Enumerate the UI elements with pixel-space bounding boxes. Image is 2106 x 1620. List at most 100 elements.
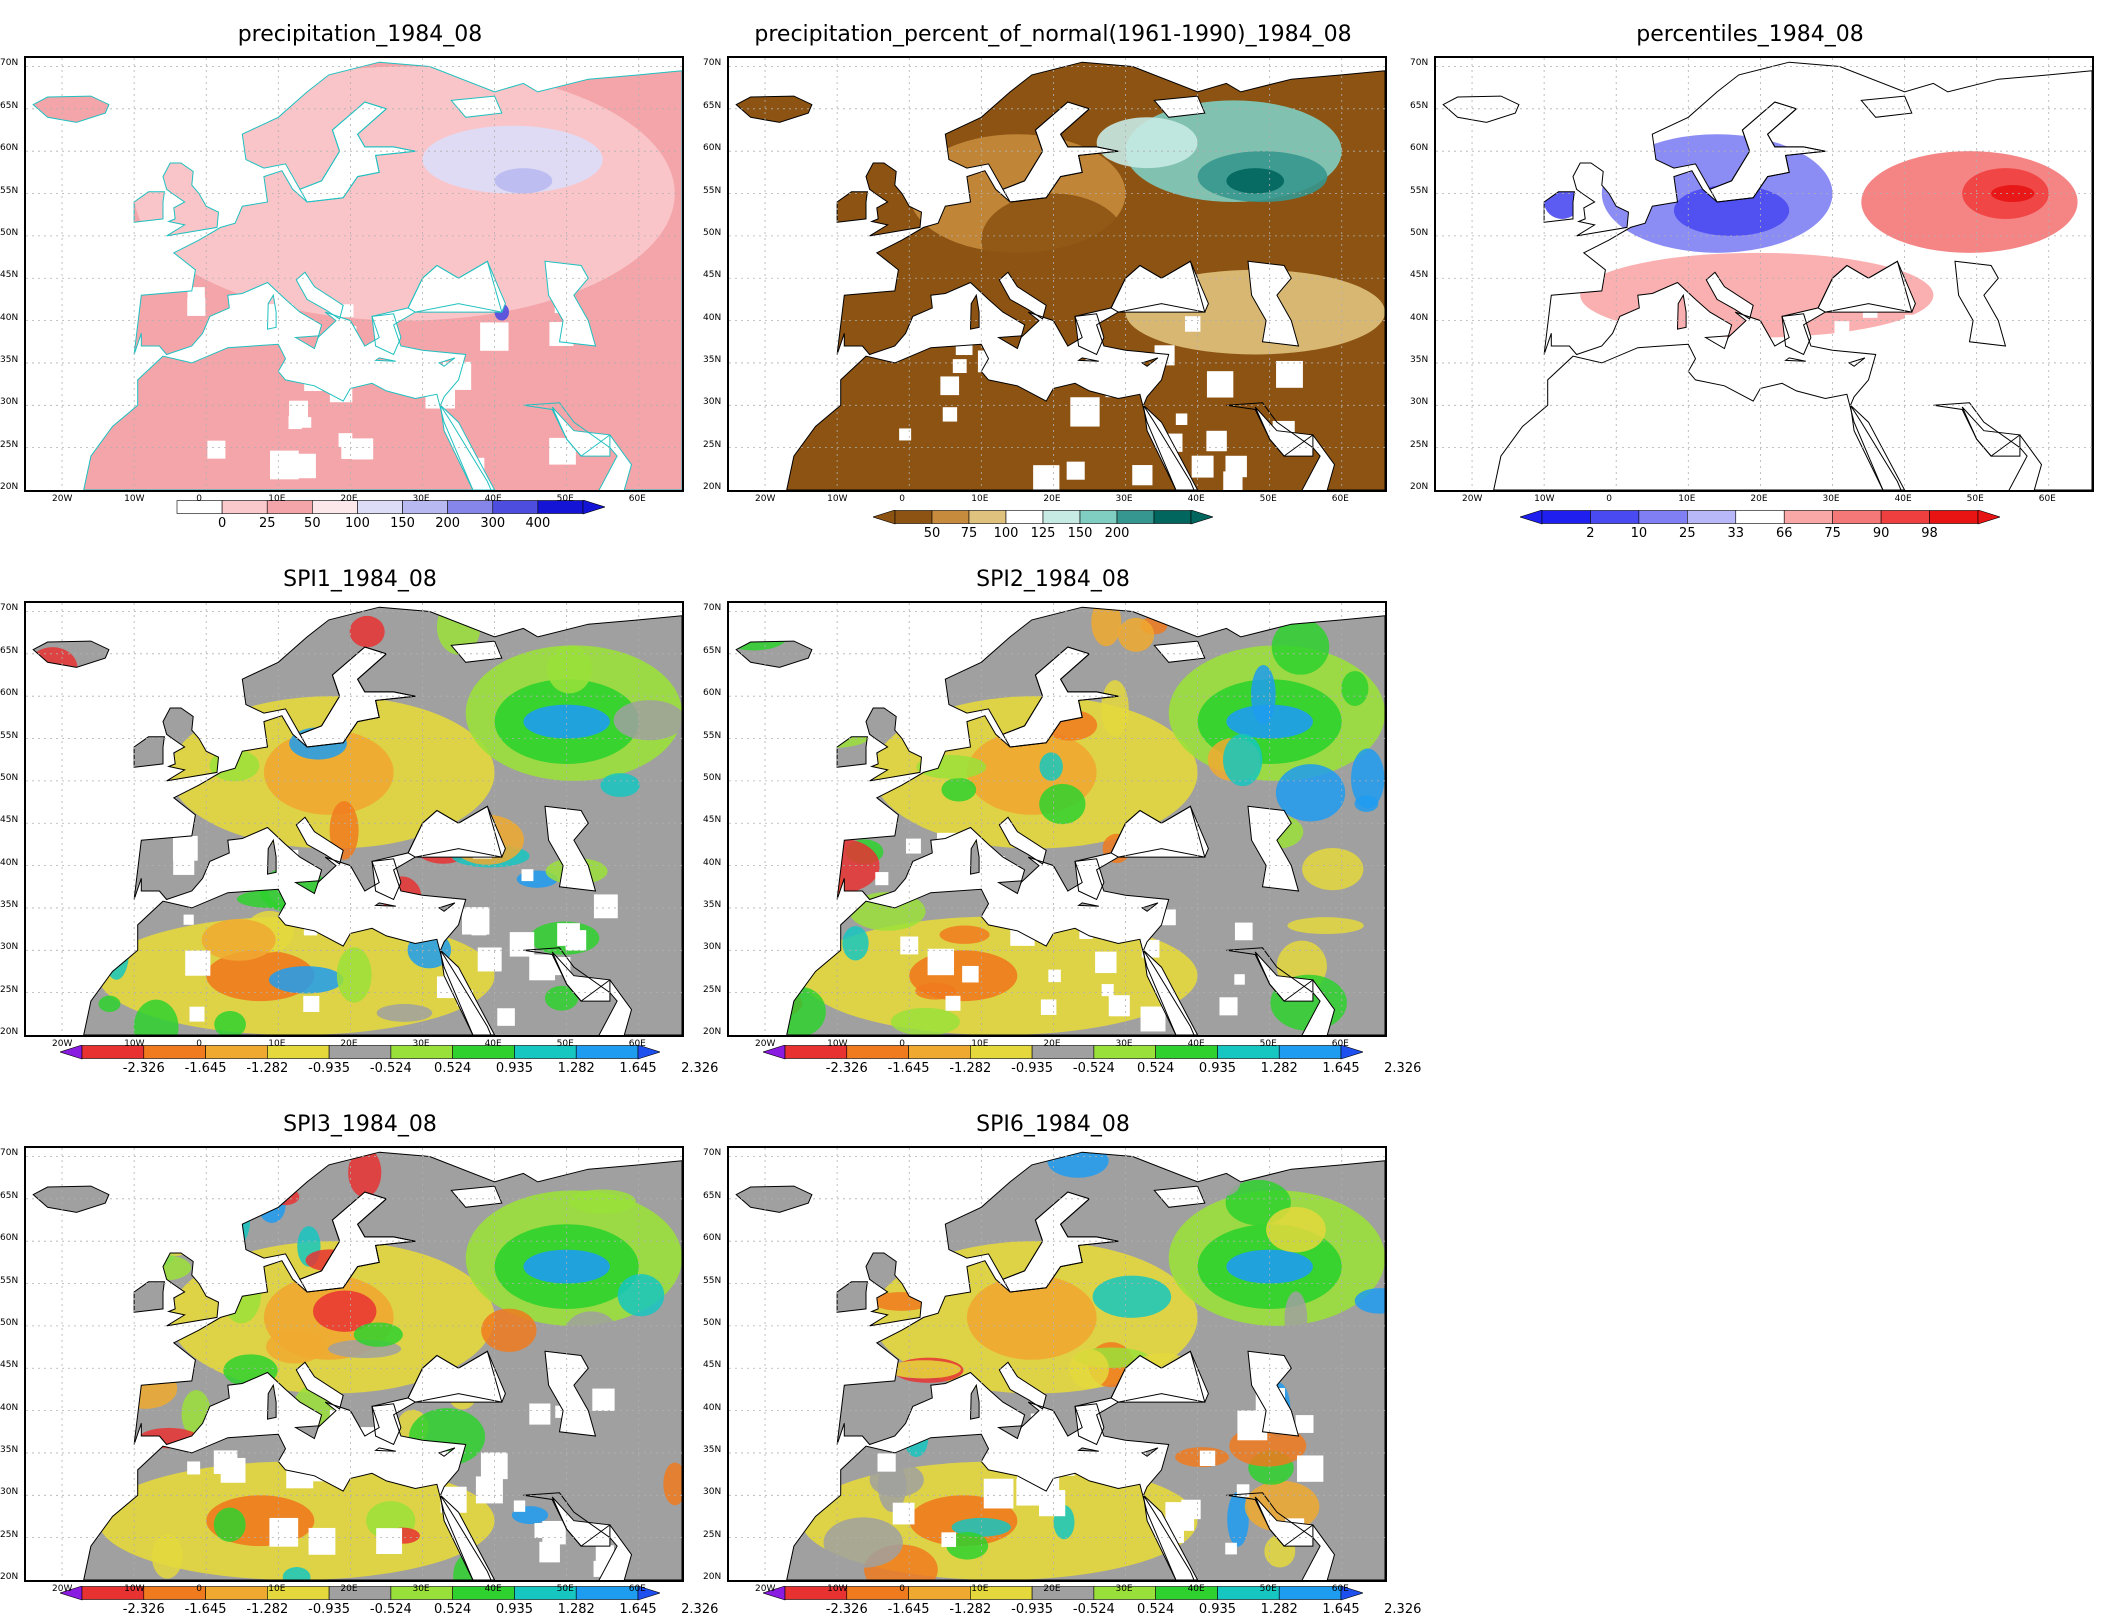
lon-tick-label: 30E — [412, 1039, 430, 1049]
missing-data-cell — [220, 1457, 246, 1483]
colorbar-segment — [1079, 510, 1118, 524]
lon-tick-label: 60E — [1331, 1584, 1349, 1594]
panel-title: SPI2_1984_08 — [976, 567, 1130, 592]
colorbar-label: 10 — [1630, 526, 1648, 541]
colorbar-label: -0.935 — [1011, 1602, 1054, 1617]
panel-title: SPI3_1984_08 — [283, 1112, 437, 1137]
coastline — [1074, 313, 1105, 356]
colorbar-svg — [60, 1045, 660, 1060]
coastline — [162, 1252, 220, 1327]
lat-tick-label: 40N — [703, 857, 722, 868]
colorbar-segment — [1783, 510, 1833, 524]
missing-data-cell — [1175, 413, 1188, 425]
water-body — [1154, 1186, 1205, 1208]
lon-tick-label: 10E — [268, 494, 286, 504]
colorbar-label: 1.282 — [1260, 1061, 1298, 1076]
colorbar-segment — [1687, 510, 1737, 524]
missing-data-cell — [945, 995, 961, 1011]
coastline — [299, 1191, 416, 1293]
water-body — [999, 817, 1047, 864]
missing-data-cell — [1911, 398, 1935, 422]
lat-tick-label: 70N — [1410, 58, 1429, 69]
value-region — [268, 966, 344, 994]
coastline — [1142, 403, 1199, 490]
value-region — [823, 1517, 903, 1568]
missing-data-cell — [189, 1006, 205, 1022]
lon-tick-label: 20W — [755, 1584, 776, 1594]
lat-tick-label: 40N — [703, 1402, 722, 1413]
missing-data-cell — [1184, 316, 1201, 332]
missing-data-cell — [1066, 461, 1085, 480]
colorbar-label: 1.645 — [1322, 1061, 1360, 1076]
colorbar-underflow-arrow — [873, 510, 896, 525]
value-region — [890, 1007, 960, 1035]
lon-tick-label: 50E — [1966, 494, 1984, 504]
lon-tick-label: 30E — [1115, 1039, 1133, 1049]
lat-tick-label: 20N — [0, 482, 19, 492]
value-region — [266, 1329, 325, 1364]
colorbar-label: -0.935 — [1011, 1061, 1054, 1076]
colorbar-label: 100 — [993, 526, 1019, 541]
colorbar-label: 1.282 — [1260, 1602, 1298, 1617]
lon-tick-label: 40E — [484, 494, 502, 504]
coastline — [544, 1350, 597, 1437]
missing-data-cell — [1033, 465, 1060, 490]
coastline — [374, 357, 396, 362]
lon-tick-label: 60E — [1331, 494, 1349, 504]
missing-data-cell — [1206, 371, 1234, 398]
lat-tick-label: 50N — [703, 772, 722, 783]
water-body — [1706, 272, 1754, 319]
value-region — [977, 663, 1047, 694]
lat-tick-label: 20N — [703, 482, 722, 492]
lat-tick-label: 65N — [703, 100, 722, 111]
coastline — [1247, 1350, 1300, 1437]
colorbar-label: -0.935 — [308, 1061, 351, 1076]
missing-data-cell — [1622, 409, 1635, 423]
value-region — [494, 168, 553, 194]
colorbar-label: 400 — [525, 516, 551, 531]
colorbar-label: 2.326 — [681, 1602, 719, 1617]
colorbar-underflow-arrow — [1520, 510, 1543, 525]
lat-tick-label: 60N — [1410, 143, 1429, 154]
coastline — [1572, 162, 1630, 237]
colorbar-label: -2.326 — [825, 1061, 868, 1076]
colorbar-label: -2.326 — [122, 1602, 165, 1617]
coastline — [969, 293, 980, 330]
water-body — [299, 647, 416, 747]
missing-data-cell — [497, 1008, 515, 1026]
missing-data-cell — [187, 297, 206, 316]
lon-tick-label: 50E — [556, 1039, 574, 1049]
coastline — [266, 1383, 277, 1420]
missing-data-cell — [1830, 469, 1852, 490]
lat-tick-label: 40N — [703, 312, 722, 323]
water-body — [1075, 313, 1104, 355]
colorbar-segment — [221, 500, 268, 514]
lat-tick-label: 55N — [703, 1275, 722, 1286]
lon-tick-label: 10W — [124, 494, 145, 504]
colorbar-segment — [205, 1045, 268, 1059]
colorbar-label: -2.326 — [825, 1602, 868, 1617]
lat-tick-label: 55N — [0, 730, 19, 741]
map-percent-normal — [727, 56, 1387, 492]
value-region — [336, 947, 372, 1003]
water-body — [1248, 806, 1299, 891]
missing-data-cell — [1225, 455, 1247, 478]
lat-tick-label: 25N — [703, 984, 722, 995]
lon-tick-label: 60E — [628, 494, 646, 504]
lat-tick-label: 30N — [0, 397, 19, 408]
coastline — [1142, 948, 1199, 1035]
coastline — [1442, 95, 1520, 123]
colorbar-segment — [1031, 1045, 1095, 1059]
missing-data-cell — [1650, 351, 1677, 378]
lon-tick-label: 0 — [196, 1039, 202, 1049]
coastline — [1254, 1496, 1314, 1547]
colorbar-label: 50 — [923, 526, 941, 541]
value-region — [1351, 748, 1385, 809]
map-precipitation — [24, 56, 684, 492]
value-region — [348, 1152, 382, 1198]
lat-tick-label: 25N — [0, 1529, 19, 1540]
value-region — [1096, 117, 1198, 169]
missing-data-cell — [892, 1502, 915, 1525]
lon-tick-label: 40E — [1187, 1039, 1205, 1049]
colorbar-label: -0.524 — [369, 1061, 412, 1076]
